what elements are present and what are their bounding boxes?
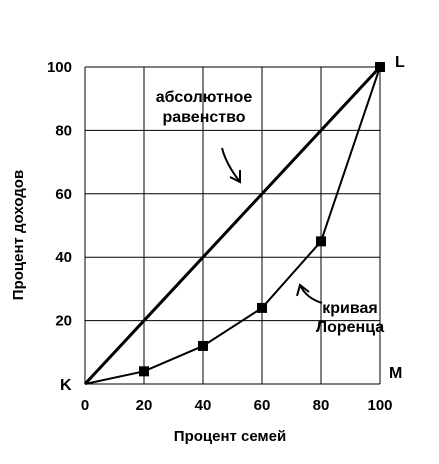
equality-annotation-line2: равенство xyxy=(163,109,246,126)
y-tick-label-80: 80 xyxy=(55,122,72,139)
x-tick-label-20: 20 xyxy=(136,397,153,414)
equality-line xyxy=(83,65,382,386)
equality-arrow xyxy=(221,147,241,184)
lorenz-curve-line xyxy=(84,66,381,385)
tick-labels: 0 20 40 60 80 100 20 40 60 80 100 xyxy=(47,59,393,414)
corner-label-bottom-right: M xyxy=(389,365,402,382)
y-tick-label-20: 20 xyxy=(55,313,72,330)
lorenz-point-80 xyxy=(316,236,326,247)
y-tick-label-40: 40 xyxy=(55,249,72,266)
y-axis-title: Процент доходов xyxy=(10,170,27,300)
x-axis-title: Процент семей xyxy=(174,428,286,445)
y-tick-label-60: 60 xyxy=(55,186,72,203)
corner-label-top-right: L xyxy=(395,54,405,71)
lorenz-point-40 xyxy=(198,340,208,351)
y-tick-label-100: 100 xyxy=(47,59,72,76)
lorenz-point-60 xyxy=(257,302,267,313)
x-tick-label-40: 40 xyxy=(195,397,212,414)
lorenz-arrow xyxy=(296,283,323,304)
grid xyxy=(84,66,381,385)
x-tick-label-100: 100 xyxy=(367,397,392,414)
x-tick-label-80: 80 xyxy=(313,397,330,414)
x-tick-label-0: 0 xyxy=(81,397,89,414)
series-layer xyxy=(83,62,385,386)
equality-annotation-line1: абсолютное xyxy=(156,89,253,106)
lorenz-annotation-line2: Лоренца xyxy=(316,319,384,336)
lorenz-point-20 xyxy=(139,366,149,377)
lorenz-point-100 xyxy=(375,62,385,72)
corner-label-origin: K xyxy=(60,377,72,394)
lorenz-annotation-line1: кривая xyxy=(322,300,377,317)
x-tick-label-60: 60 xyxy=(254,397,271,414)
